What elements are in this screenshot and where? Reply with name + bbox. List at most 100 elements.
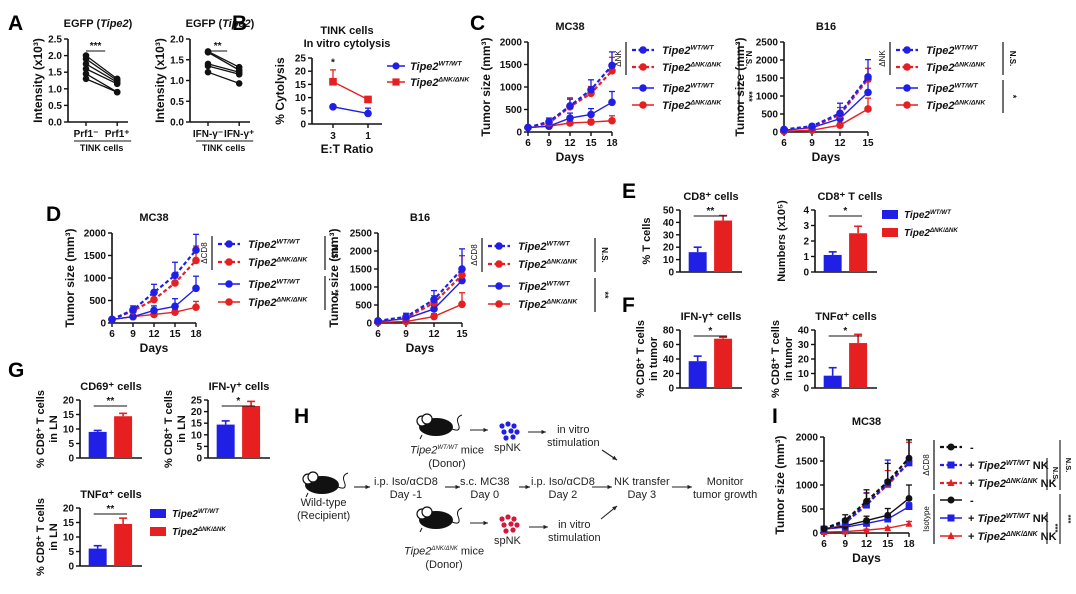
data-point-circle <box>235 80 243 87</box>
y-tick-label: 0.5 <box>170 97 184 108</box>
data-point-circle <box>905 454 913 462</box>
arrow-spnk-nk <box>529 524 548 530</box>
legend-genotype: Tipe2 <box>248 297 277 309</box>
y-axis-label: Tumor size (mm³) <box>733 37 747 136</box>
data-point-square <box>947 514 955 522</box>
data-point-circle <box>82 55 90 63</box>
legend-item-label: Tipe2WT/WT <box>410 61 462 73</box>
panel-label-g: G <box>8 359 25 382</box>
bar-nk <box>114 416 133 458</box>
y-tick-label: 2500 <box>350 229 373 240</box>
chart-G3: TNFα⁺ cells 0 5 10 15 20 ** % CD8⁺ T cells in LN <box>35 489 142 576</box>
series-wt-solid <box>374 269 466 326</box>
data-point-circle <box>192 303 200 312</box>
data-point-circle <box>225 240 233 248</box>
arrow-day0 <box>519 484 530 490</box>
y-tick-label: 1500 <box>500 60 523 71</box>
data-point-circle <box>864 105 872 113</box>
legend-item-label: Tipe2ΔNK/ΔNK <box>518 259 578 271</box>
series-line <box>783 91 869 131</box>
y-tick-label: 15 <box>295 80 307 91</box>
legend-C1: Tipe2WT/WTTipe2ΔNK/ΔNKTipe2WT/WTTipe2ΔNK… <box>614 42 754 113</box>
data-point-circle <box>171 308 179 317</box>
series-line <box>377 268 463 322</box>
y-tick-label: 25 <box>295 54 307 65</box>
significance-label: * <box>331 58 335 69</box>
x-tick-label: 12 <box>834 138 846 149</box>
stim-bottom-line2: stimulation <box>548 532 601 544</box>
data-point-circle <box>82 70 90 78</box>
chart-I: MC38 0 500 1000 1500 2000 6 9 12 15 18 Days Tumor si… <box>773 416 915 565</box>
y-axis-label: Intensity (x10³) <box>153 38 167 123</box>
y-tick-label: 0 <box>68 562 74 573</box>
y-tick-label: 0 <box>812 529 818 540</box>
series-line <box>823 457 910 530</box>
data-point-triangle <box>863 525 870 534</box>
y-tick-label: 0.0 <box>170 118 184 129</box>
stat-label: N.S. <box>1051 467 1060 482</box>
x-tick-label: 18 <box>190 329 202 340</box>
arrow-head <box>525 484 530 490</box>
chart-title: MC38 <box>555 21 584 33</box>
legend-genotype: Tipe2 <box>662 62 691 74</box>
data-point-circle <box>150 295 158 304</box>
chart-title: MC38 <box>852 416 881 428</box>
y-tick-label: 25 <box>191 396 203 407</box>
panel-label-d: D <box>46 203 62 226</box>
legend-genotype: Tipe2 <box>518 281 547 293</box>
data-point-circle <box>608 98 616 107</box>
bar-wt <box>216 424 235 458</box>
data-point-circle <box>566 114 574 122</box>
pair-line <box>207 65 240 75</box>
stat-label: N.S. <box>1064 458 1073 473</box>
legend-superscript: WT/WT <box>691 83 715 90</box>
y-tick-label: 0 <box>803 384 809 395</box>
bar-nk <box>242 406 261 458</box>
mouse-foot <box>419 527 423 533</box>
y-axis-label: Tumor size (mm³) <box>773 435 787 534</box>
series-wt-dashed <box>108 233 200 324</box>
data-point-circle <box>113 80 121 88</box>
nk-cell-dot <box>501 429 507 435</box>
legend-genotype: Tipe2 <box>248 257 277 269</box>
nk-cell-dot <box>505 514 511 520</box>
arrow-day-minus1 <box>445 484 460 490</box>
stat-label: *** <box>744 91 754 102</box>
mouse-ear <box>307 471 319 483</box>
nk-cell-dot <box>514 429 520 435</box>
data-point-circle <box>903 63 911 71</box>
legend-superscript: WT/WT <box>547 281 571 288</box>
legend-genotype: Tipe2 <box>410 61 439 73</box>
data-point-circle <box>545 117 553 126</box>
nk-cells-icon-nk <box>499 514 520 534</box>
legend-item-label: + Tipe2WT/WT NK <box>968 460 1049 472</box>
arrow-head <box>607 484 612 490</box>
pair-line <box>85 63 118 83</box>
y-tick-label: 500 <box>801 505 818 516</box>
legend-genotype: Tipe2 <box>518 241 547 253</box>
donor-top-genotype: Tipe2 <box>410 444 438 457</box>
stim-bottom-line1: in vitro <box>558 519 591 531</box>
legend-superscript: ΔNK/ΔNK <box>276 257 309 264</box>
x-tick-label: 6 <box>781 138 787 149</box>
legend-item-label: - <box>970 495 974 507</box>
y-tick-label: 20 <box>798 355 810 366</box>
y-tick-label: 1000 <box>500 83 523 94</box>
donor-bottom-mice: mice <box>457 545 485 558</box>
bar-nk <box>714 220 733 272</box>
step-monitor: Monitor tumor growth <box>693 476 757 502</box>
stat-label: *** <box>1051 524 1060 533</box>
y-tick-label: 500 <box>761 110 778 121</box>
x-tick-label: 12 <box>148 329 160 340</box>
pair-line <box>85 68 118 85</box>
legend-superscript: ΔNK/ΔNK <box>954 100 987 107</box>
data-point-circle <box>566 102 574 110</box>
arrow-donor-wt <box>470 427 488 433</box>
arrow-head <box>541 429 546 435</box>
y-tick-label: 1500 <box>350 265 373 276</box>
legend-item-label: - <box>970 442 974 454</box>
stat-label: N.S. <box>330 245 339 261</box>
y-axis-label: in tumor <box>648 336 660 381</box>
y-tick-label: 500 <box>89 296 106 307</box>
